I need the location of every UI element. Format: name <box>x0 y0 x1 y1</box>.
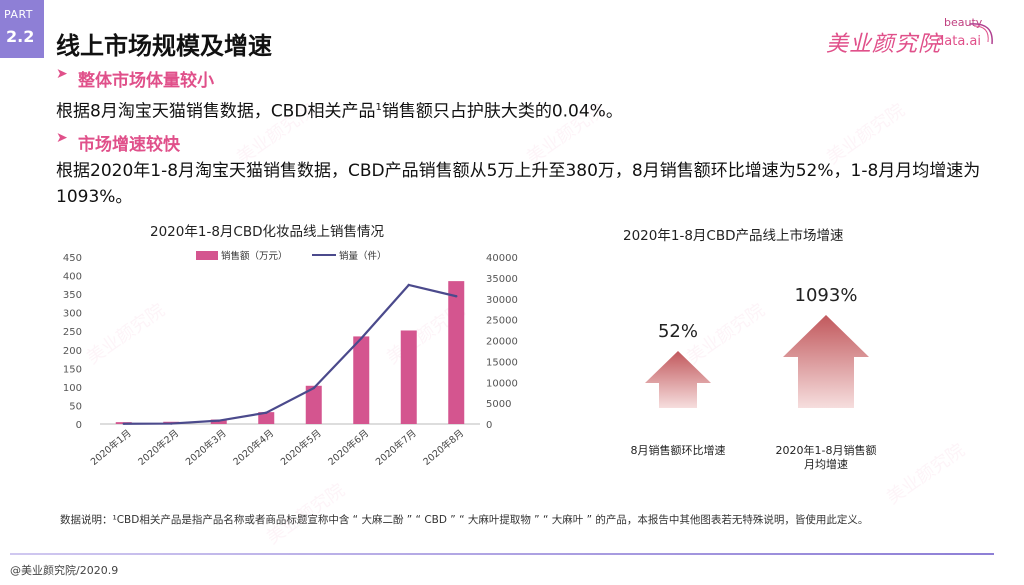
section1-superscript: 1 <box>375 102 382 113</box>
part-badge: PART 2.2 <box>0 0 44 58</box>
logo-cn-text: 美业颜究院 <box>826 32 942 57</box>
chart1-title: 2020年1-8月CBD化妆品线上销售情况 <box>150 224 384 240</box>
y-right-tick-label: 35000 <box>486 274 518 285</box>
chart2-title: 2020年1-8月CBD产品线上市场增速 <box>623 228 844 244</box>
part-label: PART <box>4 8 34 21</box>
category-label: 8月销售额环比增速 <box>631 443 726 457</box>
legend-bar-swatch <box>196 251 218 260</box>
section1-text: 根据8月淘宝天猫销售数据，CBD相关产品1销售额只占护肤大类的0.04%。 <box>56 95 1006 125</box>
logo-en-text-2: data.ai <box>936 34 981 49</box>
section1-text-after: 销售额只占护肤大类的0.04%。 <box>381 101 623 122</box>
y-right-tick-label: 20000 <box>486 337 518 348</box>
line-point <box>360 337 363 340</box>
line-point <box>217 419 220 422</box>
category-label: 2020年1-8月销售额 <box>776 443 877 457</box>
bar <box>305 385 322 424</box>
combo-chart: 0 50 100 150 200 250 300 350 400 450 0 5000 10000 150… <box>63 250 518 468</box>
brand-logo: 美业颜究院 beauty data.ai <box>826 16 1006 60</box>
section2-text: 根据2020年1-8月淘宝天猫销售数据，CBD产品销售额从5万上升至380万，8… <box>56 161 981 207</box>
chevron-right-icon: ➤ <box>56 130 68 146</box>
bar <box>448 281 465 424</box>
category-label: 月均增速 <box>804 457 848 471</box>
y-left-tick-label: 400 <box>63 272 82 283</box>
y-left-tick-label: 350 <box>63 290 82 301</box>
section1-text-before: 根据8月淘宝天猫销售数据，CBD相关产品 <box>56 101 376 122</box>
bar <box>258 412 275 424</box>
section1-heading-text: 整体市场体量较小 <box>78 71 214 91</box>
y-right-tick-label: 25000 <box>486 316 518 327</box>
part-number: 2.2 <box>6 27 35 46</box>
x-tick-label: 2020年6月 <box>326 427 371 468</box>
footer-divider <box>10 553 994 555</box>
growth-arrow <box>783 315 869 408</box>
y-left-tick-label: 0 <box>76 420 82 431</box>
y-left-tick-label: 50 <box>69 401 82 412</box>
footnote: 数据说明：¹CBD相关产品是指产品名称或者商品标题宣称中含 “ 大麻二酚 ” “… <box>60 514 869 526</box>
y-right-tick-label: 40000 <box>486 253 518 264</box>
x-tick-label: 2020年1月 <box>88 427 133 468</box>
line-point <box>265 411 268 414</box>
x-tick-label: 2020年8月 <box>421 427 466 468</box>
legend-bar-label: 销售额（万元） <box>221 250 288 262</box>
growth-arrow <box>645 351 711 408</box>
line-point <box>170 422 173 425</box>
x-tick-label: 2020年2月 <box>136 427 181 468</box>
y-right-tick-label: 5000 <box>486 399 511 410</box>
line-point <box>122 422 125 425</box>
y-right-tick-label: 30000 <box>486 295 518 306</box>
sales-volume-line <box>123 283 457 425</box>
y-left-tick-label: 250 <box>63 327 82 338</box>
footer-credit: @美业颜究院/2020.9 <box>10 564 119 577</box>
section2-heading: ➤ 市场增速较快 <box>56 130 180 155</box>
x-tick-label: 2020年7月 <box>373 427 418 468</box>
data-label: 52% <box>658 321 698 342</box>
x-tick-label: 2020年5月 <box>278 427 323 468</box>
x-tick-label: 2020年3月 <box>183 427 228 468</box>
y-left-tick-label: 100 <box>63 383 82 394</box>
bar <box>400 330 417 424</box>
line-point <box>312 386 315 390</box>
bar <box>353 336 370 424</box>
line-point <box>455 295 458 298</box>
logo-en-text-1: beauty <box>944 16 983 29</box>
y-right-tick-label: 10000 <box>486 378 518 389</box>
x-tick-label: 2020年4月 <box>231 427 276 468</box>
data-label: 1093% <box>795 285 858 306</box>
logo-arc-icon <box>969 23 993 45</box>
chevron-right-icon: ➤ <box>56 66 68 82</box>
page-title: 线上市场规模及增速 <box>56 32 272 60</box>
y-right-tick-label: 15000 <box>486 357 518 368</box>
section2-heading-text: 市场增速较快 <box>78 135 180 155</box>
y-left-tick-label: 300 <box>63 309 82 320</box>
line-point <box>407 283 410 287</box>
y-left-tick-label: 150 <box>63 364 82 375</box>
y-right-tick-label: 0 <box>486 420 492 431</box>
section1-heading: ➤ 整体市场体量较小 <box>56 66 214 91</box>
y-left-tick-label: 200 <box>63 346 82 357</box>
y-left-tick-label: 450 <box>63 253 82 264</box>
legend-line-label: 销量（件） <box>339 250 387 262</box>
